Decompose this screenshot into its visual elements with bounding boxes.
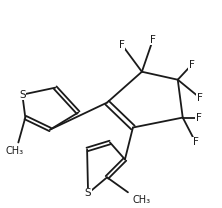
Text: F: F xyxy=(197,93,203,103)
Text: F: F xyxy=(196,113,202,123)
Text: F: F xyxy=(189,60,195,70)
Text: CH₃: CH₃ xyxy=(133,195,151,205)
Text: F: F xyxy=(119,40,125,50)
Text: F: F xyxy=(193,137,199,147)
Text: CH₃: CH₃ xyxy=(5,146,23,156)
Text: S: S xyxy=(19,90,26,100)
Text: F: F xyxy=(150,35,156,45)
Text: S: S xyxy=(85,188,91,198)
